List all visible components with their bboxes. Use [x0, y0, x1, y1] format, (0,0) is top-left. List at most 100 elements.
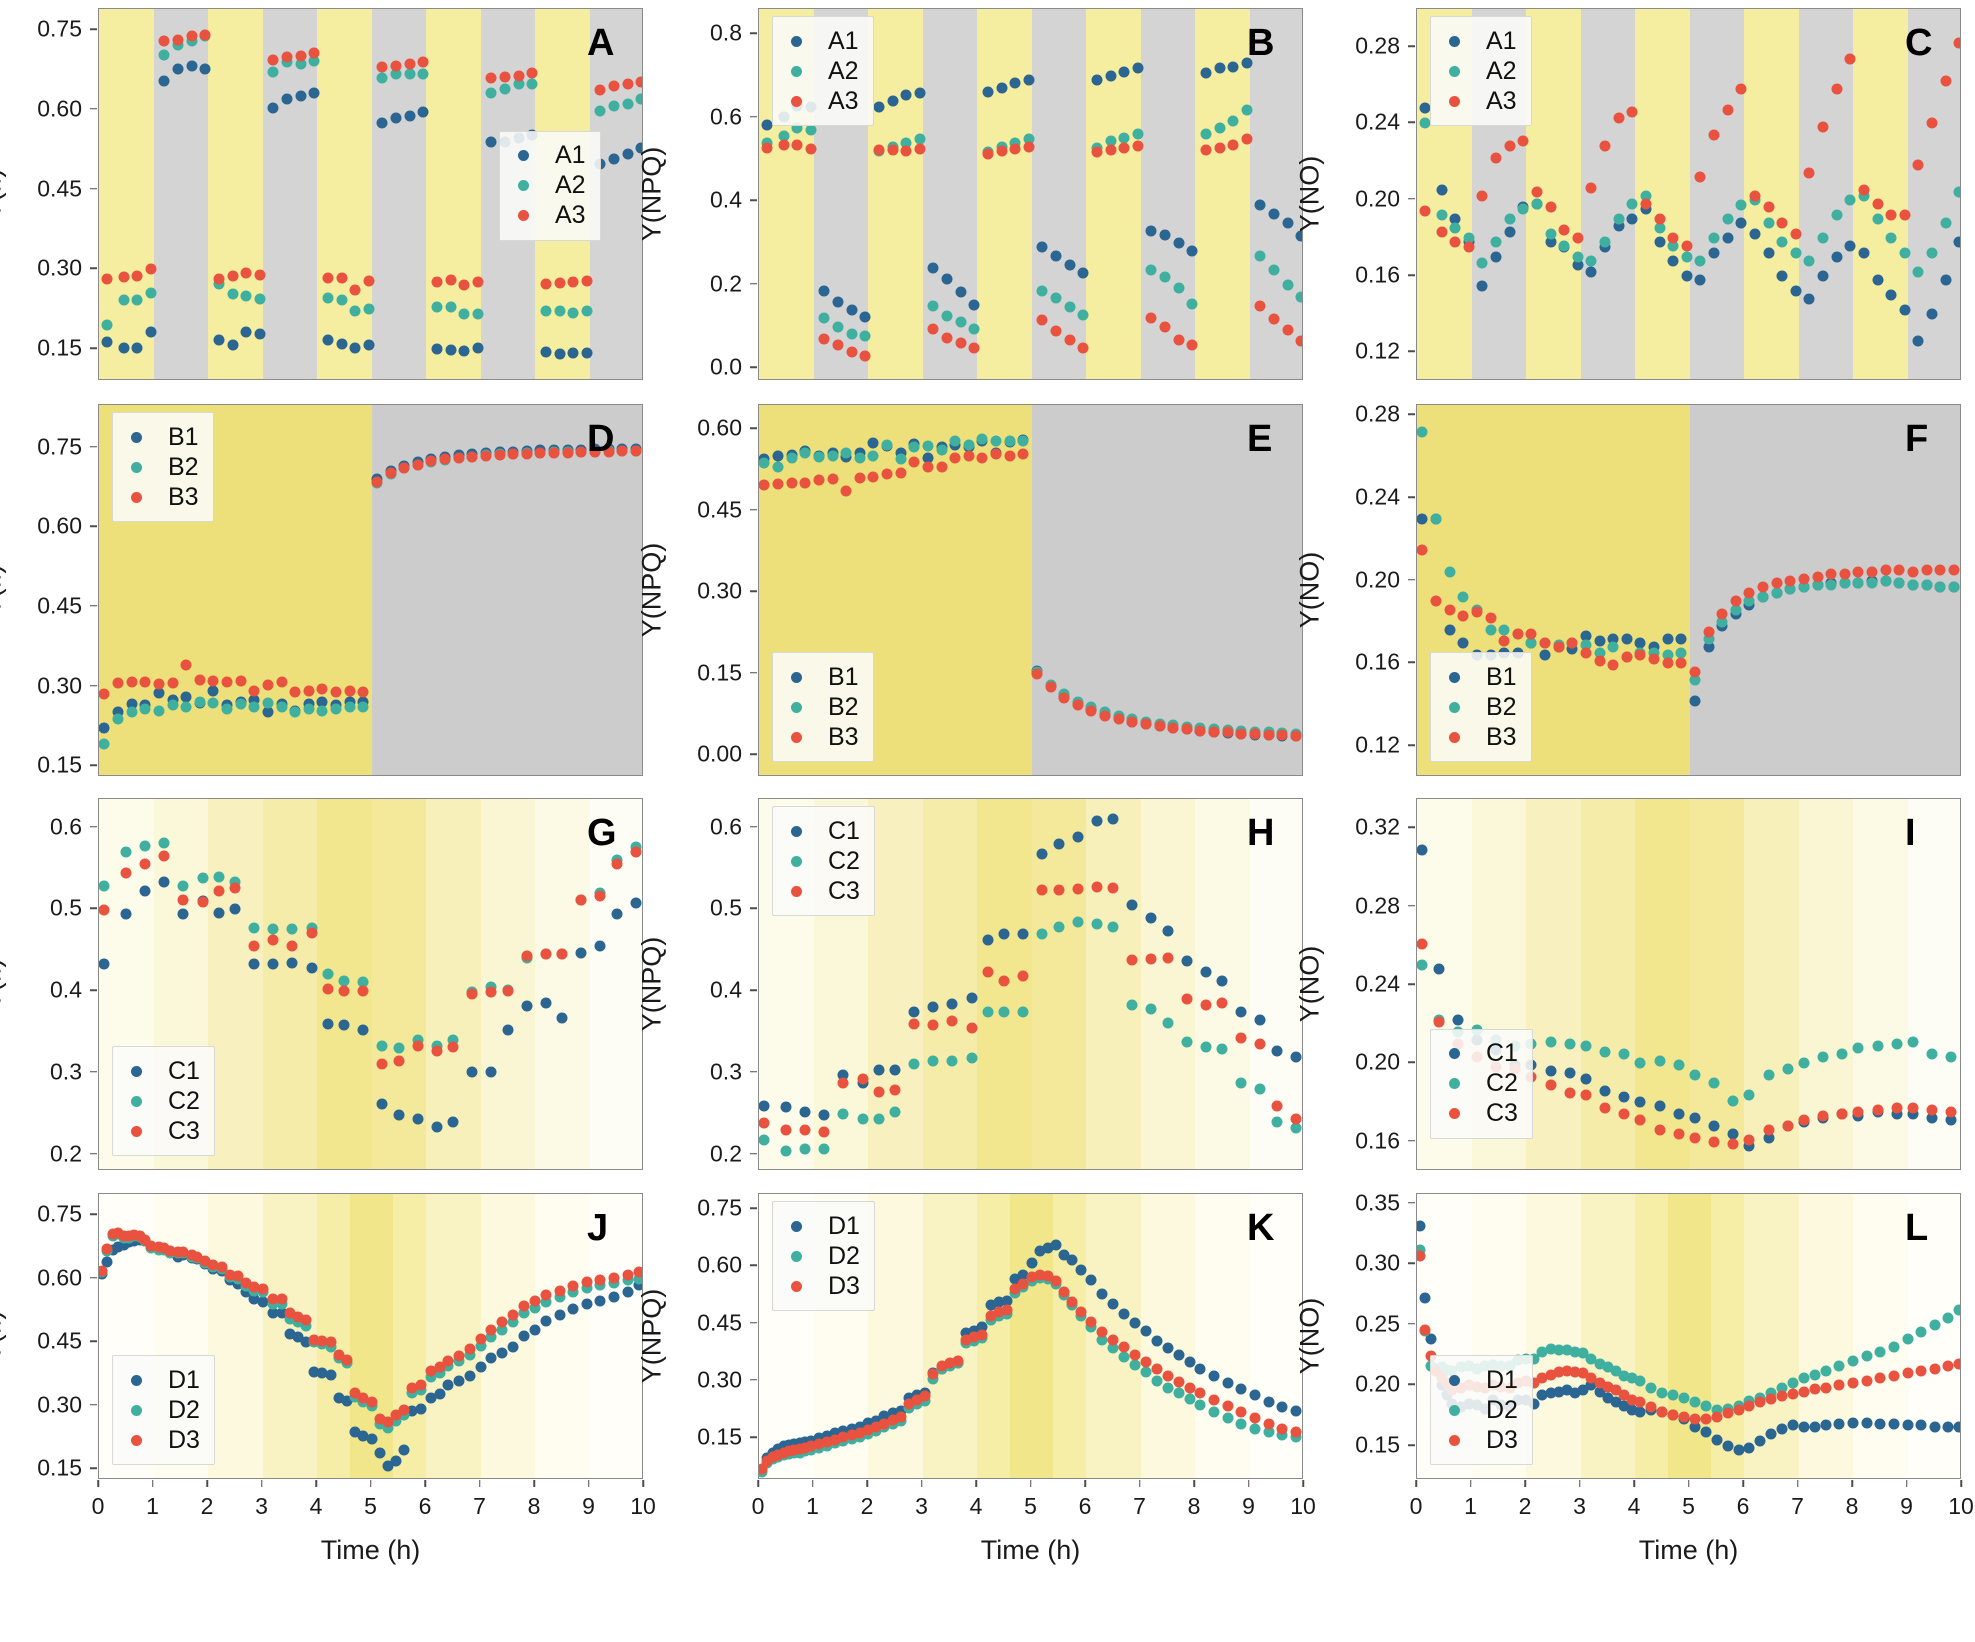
data-point-A3: [1626, 106, 1638, 118]
data-point-D2: [1874, 1346, 1886, 1358]
data-point-D3: [919, 1390, 931, 1402]
ytick-mark-I-4: [1408, 826, 1415, 829]
data-point-A2: [941, 310, 953, 322]
data-point-A3: [513, 70, 525, 82]
legend-row-H-C1: C1: [783, 816, 860, 846]
data-point-D3: [1594, 1377, 1606, 1389]
legend-marker-C2: [1449, 1078, 1460, 1090]
data-point-D3: [1129, 1349, 1141, 1361]
data-point-D2: [434, 1367, 446, 1379]
data-point-C1: [1945, 1114, 1957, 1126]
ytick-mark-B-3: [750, 115, 757, 118]
data-point-A1: [1186, 245, 1198, 257]
data-point-D3: [1263, 1418, 1275, 1430]
data-point-A1: [1872, 274, 1884, 286]
data-point-D1: [1129, 1317, 1141, 1329]
ytick-label-A-4: 0.75: [37, 15, 82, 42]
data-point-B2: [1934, 581, 1946, 593]
data-point-B2: [289, 706, 301, 718]
legend-label-A2: A2: [555, 171, 586, 200]
band-G-8: [535, 799, 591, 1169]
data-point-D1: [442, 1379, 454, 1391]
xtick-label-L-9: 9: [1900, 1493, 1913, 1519]
data-point-B3: [1512, 628, 1524, 640]
data-point-B2: [1948, 581, 1960, 593]
data-point-A1: [1708, 247, 1720, 259]
data-points-B: [759, 9, 1302, 379]
data-point-C3: [99, 904, 110, 916]
data-point-B2: [1784, 583, 1796, 595]
data-point-C2: [780, 1145, 792, 1157]
data-point-A3: [900, 145, 912, 157]
ytick-mark-A-4: [90, 28, 97, 30]
data-point-B2: [1852, 577, 1864, 589]
data-point-B3: [1222, 726, 1234, 738]
data-point-D3: [1787, 1388, 1799, 1400]
data-point-A3: [1763, 201, 1775, 213]
data-point-A1: [846, 304, 858, 316]
data-point-C2: [393, 1042, 405, 1054]
data-point-B2: [316, 705, 328, 717]
data-point-A2: [608, 100, 620, 112]
data-point-D3: [1050, 1275, 1062, 1287]
data-point-D3: [903, 1398, 915, 1410]
data-point-C1: [1017, 928, 1029, 940]
data-point-B2: [1716, 616, 1728, 628]
data-point-D1: [1776, 1423, 1788, 1435]
data-point-A3: [1077, 342, 1089, 354]
data-point-D1: [1042, 1242, 1054, 1254]
data-point-B3: [1784, 575, 1796, 587]
data-point-C1: [1235, 1006, 1247, 1018]
legend-label-A2: A2: [1486, 56, 1517, 85]
xtick-mark-L-3: [1578, 1480, 1581, 1487]
xtick-label-K-8: 8: [1187, 1493, 1201, 1519]
data-point-A1: [1545, 236, 1557, 248]
ytick-mark-D-0: [90, 764, 97, 767]
data-point-C3: [177, 894, 189, 906]
data-point-C2: [1580, 1040, 1592, 1052]
legend-row-J-D1: D1: [123, 1365, 200, 1395]
data-point-D3: [1545, 1369, 1557, 1381]
ytick-mark-L-0: [1408, 1444, 1415, 1446]
data-point-D1: [821, 1430, 833, 1442]
data-point-A1: [1585, 266, 1597, 278]
panel-letter-J: J: [587, 1207, 609, 1249]
data-point-A2: [1132, 128, 1144, 140]
ytick-label-B-2: 0.4: [710, 186, 742, 213]
data-point-D3: [1194, 1387, 1206, 1399]
data-point-C1: [466, 1066, 478, 1078]
data-point-D3: [854, 1427, 866, 1439]
data-point-A3: [1463, 241, 1475, 253]
data-point-A2: [1790, 247, 1802, 259]
plot-area-G: [98, 798, 643, 1170]
data-point-A3: [1200, 144, 1212, 156]
data-point-A3: [363, 275, 375, 287]
data-point-C2: [1254, 1083, 1266, 1095]
data-point-C2: [927, 1055, 939, 1067]
data-point-D1: [308, 1366, 320, 1378]
ytick-mark-H-0: [750, 1152, 757, 1155]
data-point-A1: [1023, 74, 1035, 86]
data-point-A2: [158, 49, 170, 61]
data-point-A2: [1159, 271, 1171, 283]
data-point-A1: [873, 101, 885, 113]
data-point-D1: [1528, 1398, 1540, 1410]
y-axis-label-J: Y(II): [0, 1310, 7, 1362]
data-point-B3: [813, 474, 825, 486]
xtick-mark-K-5: [1029, 1480, 1032, 1487]
legend-marker-D1: [791, 1220, 802, 1232]
data-point-C1: [982, 934, 994, 946]
data-point-D2: [1545, 1343, 1557, 1355]
data-point-B3: [1812, 571, 1824, 583]
data-point-B3: [1839, 568, 1851, 580]
data-point-B1: [316, 696, 328, 708]
data-point-A3: [1504, 140, 1516, 152]
data-point-D1: [366, 1433, 377, 1445]
ytick-mark-A-2: [90, 187, 97, 190]
legend-row-F-B3: B3: [1441, 722, 1517, 752]
data-point-D1: [1874, 1418, 1886, 1430]
data-point-D1: [1787, 1419, 1799, 1431]
data-point-C1: [1634, 1096, 1646, 1108]
data-point-D3: [145, 1240, 157, 1252]
data-point-B2: [1880, 575, 1892, 587]
